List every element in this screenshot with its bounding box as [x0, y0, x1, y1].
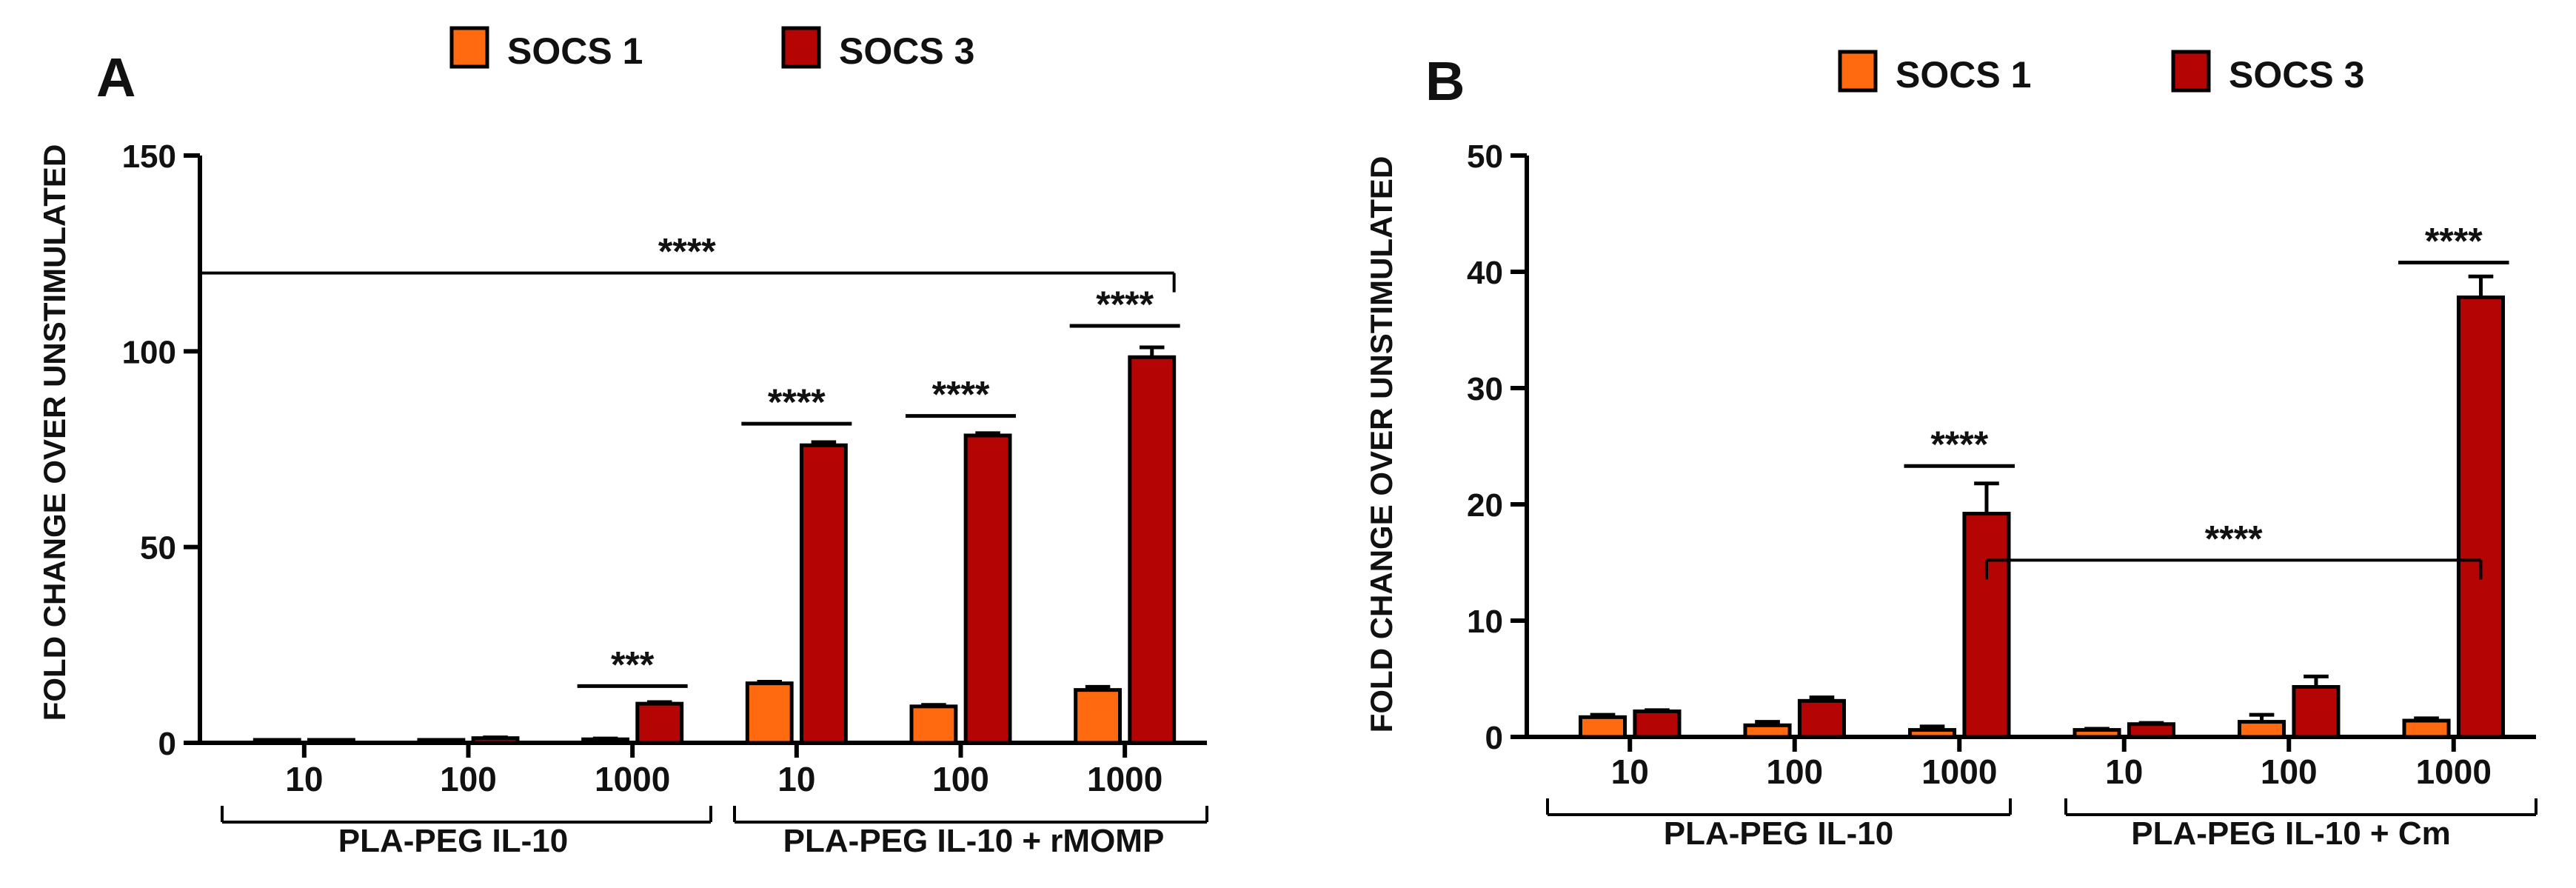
socs3-bar — [1128, 355, 1177, 745]
panel-a-group-1-label: PLA-PEG IL-10 — [338, 823, 569, 859]
socs3-bar — [1633, 709, 1682, 739]
socs3-bar — [799, 443, 848, 745]
socs1-bar — [1579, 715, 1627, 739]
panel-b-group-2-label: PLA-PEG IL-10 + Cm — [2131, 815, 2451, 852]
panel-a-legend: SOCS 1 SOCS 3 — [449, 26, 974, 72]
y-tick-label: 0 — [158, 726, 176, 762]
y-tick-label: 0 — [1485, 720, 1503, 756]
significance-label: **** — [2425, 220, 2483, 261]
x-tick-label: 10 — [2105, 752, 2143, 791]
legend-socs3-label: SOCS 3 — [839, 30, 974, 72]
legend-socs1-label: SOCS 1 — [507, 30, 643, 72]
x-tick-label: 100 — [932, 760, 989, 798]
panel-b-plot: 0 10 20 30 40 50 10 100 1000 10 100 1000 **** **** ***… — [1467, 138, 2537, 816]
y-tick-label: 30 — [1467, 371, 1503, 407]
panel-b: B SOCS 1 SOCS 3 FOLD CHANGE OVER UNSTIMU… — [1364, 50, 2537, 852]
panel-b-letter: B — [1425, 50, 1465, 112]
y-tick-label: 50 — [1467, 138, 1503, 175]
x-tick-label: 10 — [777, 760, 815, 798]
y-tick-label: 150 — [122, 138, 176, 175]
socs1-bar — [1743, 723, 1792, 739]
socs1-bar — [745, 681, 794, 745]
panel-b-y-axis-title: FOLD CHANGE OVER UNSTIMULATED — [1364, 156, 1399, 733]
significance-label: **** — [768, 381, 826, 423]
x-tick-label: 1000 — [595, 760, 670, 798]
socs1-bar — [2402, 718, 2451, 739]
panel-a: A SOCS 1 SOCS 3 FOLD CHANGE OVER UNSTIMU… — [37, 26, 1208, 859]
panel-b-group-1-label: PLA-PEG IL-10 — [1664, 815, 1894, 852]
x-tick-label: 1000 — [2416, 752, 2492, 791]
socs1-bar — [2238, 720, 2286, 739]
legend-socs3-swatch — [781, 26, 821, 69]
panel-b-legend: SOCS 1 SOCS 3 — [1838, 50, 2364, 96]
x-tick-label: 1000 — [1921, 752, 1997, 791]
socs3-bar — [2456, 296, 2506, 739]
socs1-bar — [2072, 728, 2121, 739]
legend-socs1-swatch — [449, 26, 489, 69]
significance-label: **** — [1930, 424, 1988, 465]
y-tick-label: 10 — [1467, 604, 1503, 640]
x-tick-label: 100 — [1766, 752, 1823, 791]
x-tick-label: 100 — [440, 760, 497, 798]
socs3-bar — [1797, 698, 1847, 739]
legend-socs1-label: SOCS 1 — [1896, 54, 2031, 96]
significance-label: *** — [611, 644, 655, 685]
legend-socs3-label: SOCS 3 — [2229, 54, 2364, 96]
y-tick-label: 50 — [140, 530, 176, 567]
socs1-bar — [1074, 688, 1123, 745]
socs3-bar — [2292, 684, 2341, 739]
panel-a-group-2-label: PLA-PEG IL-10 + rMOMP — [783, 823, 1165, 859]
panel-a-y-axis-title: FOLD CHANGE OVER UNSTIMULATED — [37, 144, 72, 721]
socs3-bar — [1962, 512, 2011, 739]
legend-socs3-swatch — [2171, 50, 2211, 93]
y-tick-label: 40 — [1467, 255, 1503, 291]
significance-label: **** — [932, 374, 990, 415]
significance-label: **** — [658, 231, 716, 273]
socs3-bar — [2127, 722, 2176, 739]
y-tick-label: 20 — [1467, 487, 1503, 524]
significance-label: **** — [1096, 284, 1154, 325]
socs1-bar — [909, 704, 958, 745]
x-tick-label: 100 — [2261, 752, 2318, 791]
x-tick-label: 10 — [1611, 752, 1649, 791]
socs3-bar — [963, 433, 1012, 745]
socs1-bar — [1908, 728, 1957, 739]
panel-a-letter: A — [96, 47, 136, 108]
legend-socs1-swatch — [1838, 50, 1878, 93]
y-tick-label: 100 — [122, 334, 176, 370]
socs3-bar — [635, 701, 684, 745]
x-tick-label: 1000 — [1087, 760, 1162, 798]
x-tick-label: 10 — [285, 760, 323, 798]
significance-label: **** — [2205, 518, 2263, 559]
